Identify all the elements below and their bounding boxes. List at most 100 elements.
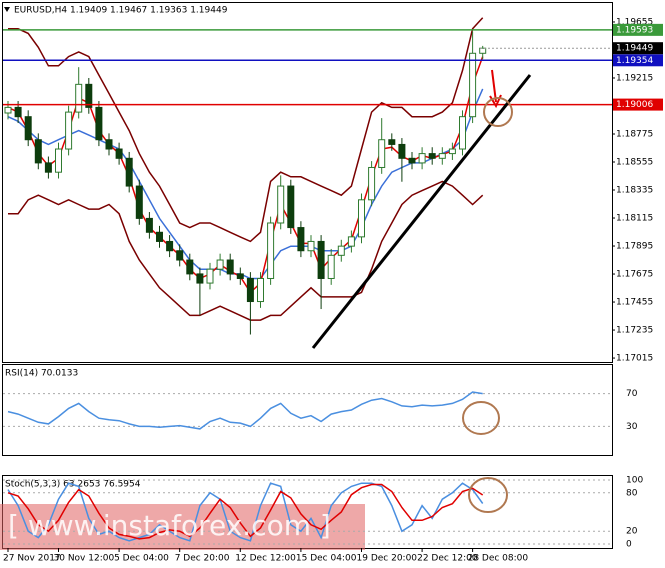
candle-body (257, 277, 264, 303)
candle-body (287, 185, 295, 229)
main-panel (2, 2, 613, 363)
candle-body (145, 217, 153, 233)
indicator-line (7, 482, 484, 542)
candle-body (44, 162, 52, 173)
indicator-line (7, 391, 483, 430)
candle-body (14, 106, 22, 118)
candle-body (166, 240, 174, 252)
rsi-panel (2, 364, 613, 456)
candle-body (156, 231, 163, 242)
y-tick-label: 30 (626, 422, 638, 432)
last-price-label: 1.19449 (616, 44, 653, 54)
candle-body (115, 148, 123, 159)
candle-body (176, 250, 184, 261)
y-tick-label: 1.19655 (616, 17, 653, 27)
candle-body (105, 139, 113, 150)
candle-body (358, 199, 365, 238)
candle-body (75, 83, 83, 113)
indicator-line (8, 180, 484, 321)
y-tick-label: 0 (626, 540, 632, 550)
y-tick-label: 20 (626, 527, 638, 537)
y-tick-label: 1.19215 (616, 73, 653, 83)
candle-body (448, 148, 456, 155)
candle-body (95, 106, 103, 141)
candle-body (428, 153, 436, 159)
candle-body (55, 148, 62, 173)
highlight-circle (468, 477, 508, 513)
highlight-circle (483, 97, 513, 127)
candle-body (337, 245, 345, 256)
candle-body (438, 153, 446, 159)
plot-layer: 1.19655 1.19215 1.18775 1.18555 1.18335 1.181… (3, 17, 663, 564)
candle-body (378, 139, 386, 168)
x-tick-label: 27 Nov 2017 (3, 554, 61, 564)
y-tick-label: 1.17235 (616, 326, 653, 336)
candle-body (186, 259, 194, 275)
trend-line (311, 74, 532, 349)
candle-body (246, 277, 254, 303)
candle-body (347, 236, 355, 247)
candle-body (418, 153, 426, 164)
indicator-title: RSI(14) 70.0133 (5, 369, 78, 379)
candle-body (459, 116, 466, 150)
x-tick-label: 28 Dec 08:00 (468, 554, 529, 564)
title-icon (4, 7, 10, 12)
y-tick-label: 1.18555 (616, 158, 653, 168)
candle-body (65, 111, 73, 150)
candle-body (277, 185, 285, 224)
candle-body (85, 83, 93, 108)
candle-body (307, 240, 315, 252)
price-level-label: 1.19354 (616, 56, 653, 66)
candle-body (297, 227, 305, 252)
y-tick-label: 100 (626, 476, 643, 486)
x-tick-label: 30 Nov 12:00 (54, 554, 115, 564)
candle-body (216, 259, 224, 270)
candle-body (317, 240, 325, 279)
y-tick-label: 70 (626, 389, 638, 399)
candle-body (479, 47, 487, 54)
candle-body (125, 157, 133, 187)
candle-body (388, 139, 396, 145)
last-price-tag (613, 42, 663, 55)
watermark: [ www.instaforex.com ] (8, 509, 331, 542)
candle-body (408, 157, 416, 164)
y-tick-label: 1.17675 (616, 270, 653, 280)
price-level-tag (613, 54, 663, 67)
candle-body (267, 222, 275, 279)
x-tick-label: 12 Dec 12:00 (235, 554, 296, 564)
chart-title: EURUSD,H4 1.19409 1.19467 1.19363 1.1944… (14, 6, 228, 16)
y-tick-label: 1.17455 (616, 298, 653, 308)
x-tick-label: 5 Dec 04:00 (114, 554, 169, 564)
y-tick-label: 1.18775 (616, 129, 653, 139)
candle-body (327, 254, 335, 279)
price-level-label: 1.19593 (616, 25, 653, 35)
price-level-tag (613, 23, 663, 36)
x-tick-label: 7 Dec 20:00 (175, 554, 230, 564)
y-tick-label: 80 (626, 488, 638, 498)
highlight-circle (462, 401, 500, 435)
candle-body (398, 143, 406, 159)
price-level-tag (613, 98, 663, 111)
indicator-line (7, 88, 484, 280)
y-tick-label: 1.17895 (616, 242, 653, 252)
x-tick-label: 22 Dec 12:00 (417, 554, 478, 564)
candle-body (469, 52, 477, 118)
indicator-line (8, 17, 484, 243)
candle-body (135, 185, 143, 219)
x-tick-label: 19 Dec 20:00 (357, 554, 418, 564)
candle-body (4, 106, 12, 114)
candle-body (368, 166, 376, 201)
indicator-line (7, 483, 484, 540)
candle-body (196, 273, 204, 284)
y-tick-label: 1.17015 (616, 354, 653, 364)
price-level-label: 1.19006 (616, 100, 653, 110)
candle-body (206, 268, 214, 284)
candle-body (34, 139, 42, 164)
candle-body (226, 259, 234, 275)
candle-body (24, 116, 32, 141)
y-tick-label: 1.18115 (616, 214, 653, 224)
x-tick-label: 15 Dec 04:00 (296, 554, 357, 564)
candle-body (236, 273, 244, 279)
